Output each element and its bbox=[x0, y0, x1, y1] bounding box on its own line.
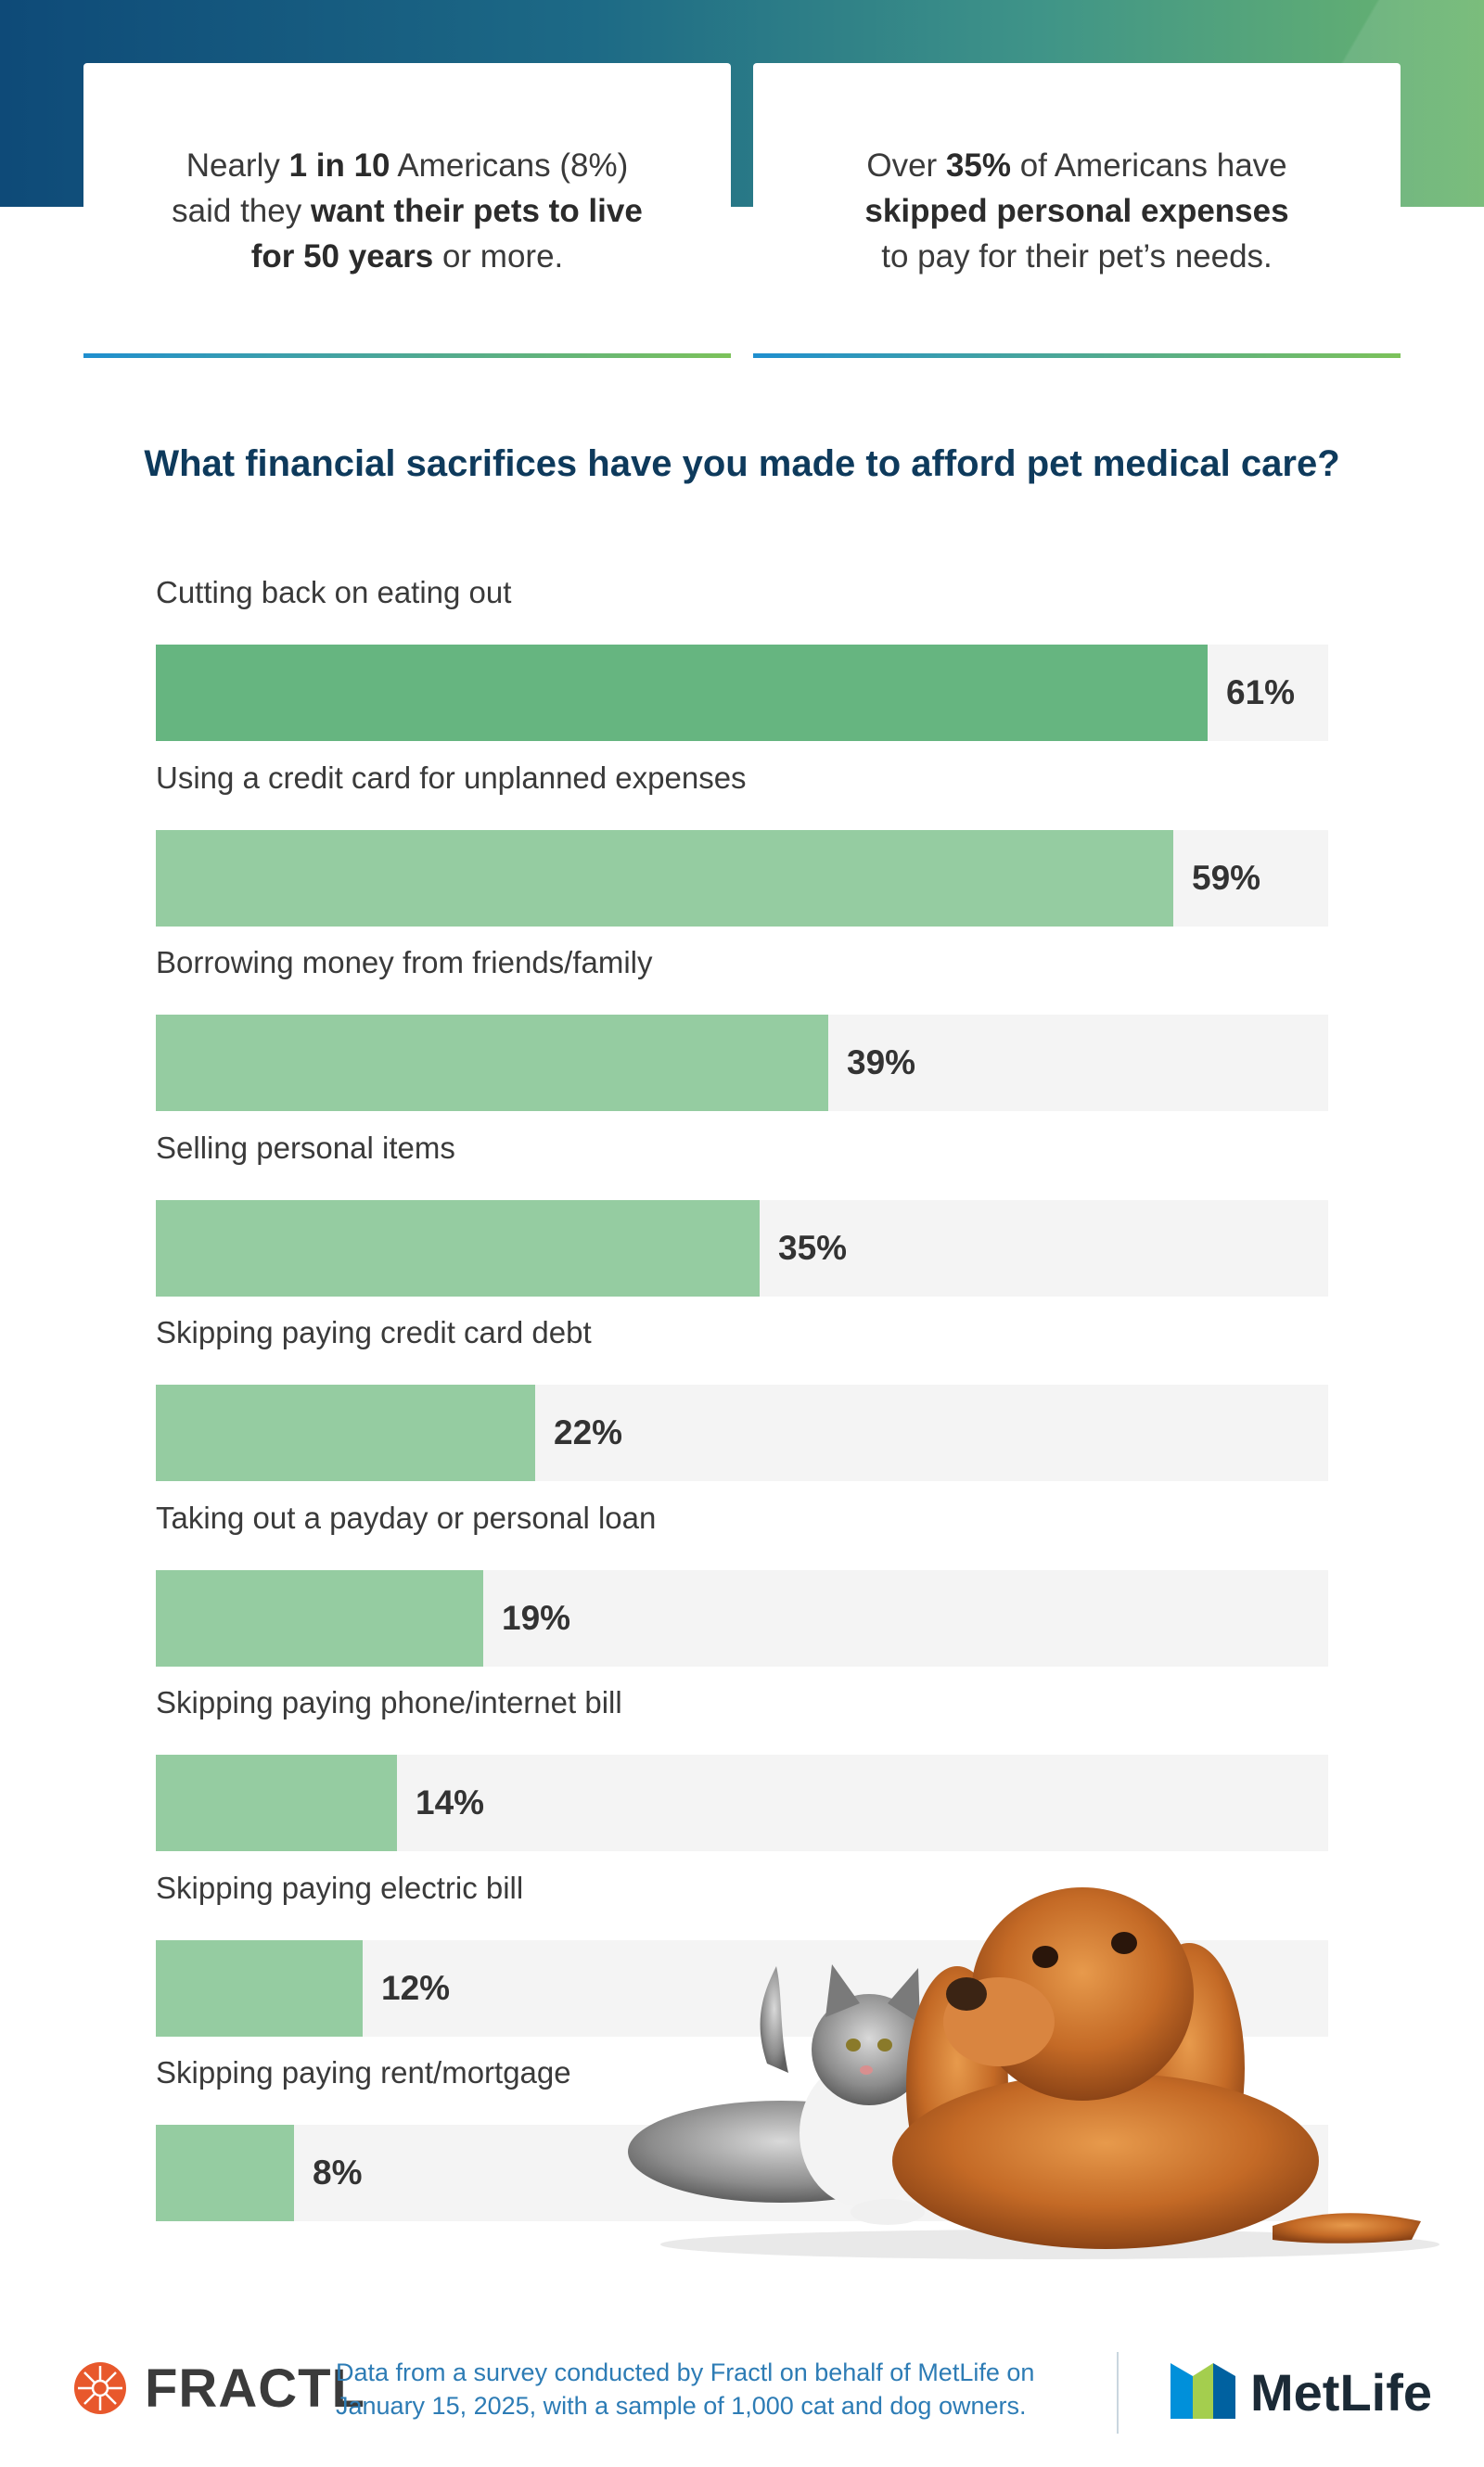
bar-value-label: 59% bbox=[1192, 858, 1261, 897]
bar bbox=[156, 1385, 535, 1481]
card-accent-line bbox=[753, 353, 1401, 358]
bar-track: 35% bbox=[156, 1199, 1328, 1297]
bar bbox=[156, 2125, 294, 2221]
bar-category-label: Skipping paying credit card debt bbox=[156, 1315, 592, 1349]
card-accent-line bbox=[83, 353, 731, 358]
fractl-wordmark: FRACTL bbox=[145, 2358, 365, 2419]
stat-card-right-text: Over 35% of Americans have skipped perso… bbox=[790, 143, 1363, 279]
bar-row: Skipping paying credit card debt 22% bbox=[156, 1315, 1328, 1501]
bar-category-label: Borrowing money from friends/family bbox=[156, 945, 653, 979]
bar-category-label: Using a credit card for unplanned expens… bbox=[156, 760, 747, 795]
bar-value-label: 12% bbox=[381, 1968, 451, 2007]
bar bbox=[156, 829, 1173, 927]
bar-track: 14% bbox=[156, 1755, 1328, 1851]
bar-track: 61% bbox=[156, 645, 1328, 741]
bar-value-label: 19% bbox=[502, 1598, 571, 1637]
stat-emphasis: for 50 years bbox=[250, 238, 434, 275]
bar-row: Skipping paying phone/internet bill 14% bbox=[156, 1685, 1328, 1871]
bar-category-label: Cutting back on eating out bbox=[156, 575, 512, 609]
bar-track: 39% bbox=[156, 1015, 1328, 1111]
bar-track: 19% bbox=[156, 1569, 1328, 1667]
bar-value-label: 22% bbox=[554, 1413, 623, 1451]
bar-value-label: 35% bbox=[778, 1228, 848, 1267]
stat-emphasis: skipped personal expenses bbox=[864, 193, 1289, 229]
stat-emphasis: want their pets to live bbox=[310, 193, 643, 229]
bar-value-label: 61% bbox=[1226, 673, 1296, 711]
bar bbox=[156, 1569, 483, 1667]
bar-value-label: 14% bbox=[416, 1783, 485, 1821]
stat-text: or more. bbox=[433, 238, 564, 275]
bar-row: Selling personal items 35% bbox=[156, 1131, 1328, 1316]
fractl-logo-icon bbox=[74, 2362, 126, 2414]
stat-card-right: Over 35% of Americans have skipped perso… bbox=[753, 63, 1401, 358]
metlife-wordmark: MetLife bbox=[1250, 2363, 1432, 2422]
chart-title: What financial sacrifices have you made … bbox=[144, 443, 1340, 484]
footer-divider bbox=[1117, 2352, 1119, 2434]
bar-category-label: Skipping paying electric bill bbox=[156, 1870, 524, 1905]
bar-track: 22% bbox=[156, 1385, 1328, 1481]
survey-footnote: Data from a survey conducted by Fractl o… bbox=[336, 2356, 1096, 2422]
stat-text: said they bbox=[172, 193, 311, 229]
stat-emphasis: 35% bbox=[945, 147, 1011, 184]
bar-value-label: 39% bbox=[847, 1043, 916, 1081]
metlife-logo-icon bbox=[1171, 2363, 1235, 2419]
bar-category-label: Skipping paying rent/mortgage bbox=[156, 2055, 571, 2090]
footnote-line: January 15, 2025, with a sample of 1,000… bbox=[336, 2392, 1027, 2420]
bar-value-label: 8% bbox=[313, 2154, 363, 2192]
bar-category-label: Taking out a payday or personal loan bbox=[156, 1500, 657, 1535]
bar bbox=[156, 645, 1208, 741]
stat-text: to pay for their pet’s needs. bbox=[881, 238, 1273, 275]
stat-text: Over bbox=[866, 147, 946, 184]
bar bbox=[156, 1015, 828, 1111]
stat-card-left-text: Nearly 1 in 10 Americans (8%) said they … bbox=[121, 143, 694, 279]
bar bbox=[156, 1939, 363, 2037]
bar-row: Borrowing money from friends/family 39% bbox=[156, 945, 1328, 1131]
bar bbox=[156, 1755, 397, 1851]
bar-row: Taking out a payday or personal loan 19% bbox=[156, 1501, 1328, 1686]
bar bbox=[156, 1199, 760, 1297]
footnote-line: Data from a survey conducted by Fractl o… bbox=[336, 2358, 1035, 2386]
bar-category-label: Selling personal items bbox=[156, 1130, 455, 1165]
bar-row: Cutting back on eating out 61% bbox=[156, 575, 1328, 761]
stat-card-left: Nearly 1 in 10 Americans (8%) said they … bbox=[83, 63, 731, 358]
stat-emphasis: 1 in 10 bbox=[288, 147, 390, 184]
stat-text: Americans (8%) bbox=[390, 147, 629, 184]
stat-text: Nearly bbox=[186, 147, 289, 184]
stat-text: of Americans have bbox=[1010, 147, 1287, 184]
bar-category-label: Skipping paying phone/internet bill bbox=[156, 1685, 622, 1719]
bar-row: Using a credit card for unplanned expens… bbox=[156, 761, 1328, 946]
bar-track: 59% bbox=[156, 829, 1328, 927]
cat-and-dog-photo-icon bbox=[628, 1887, 1439, 2259]
